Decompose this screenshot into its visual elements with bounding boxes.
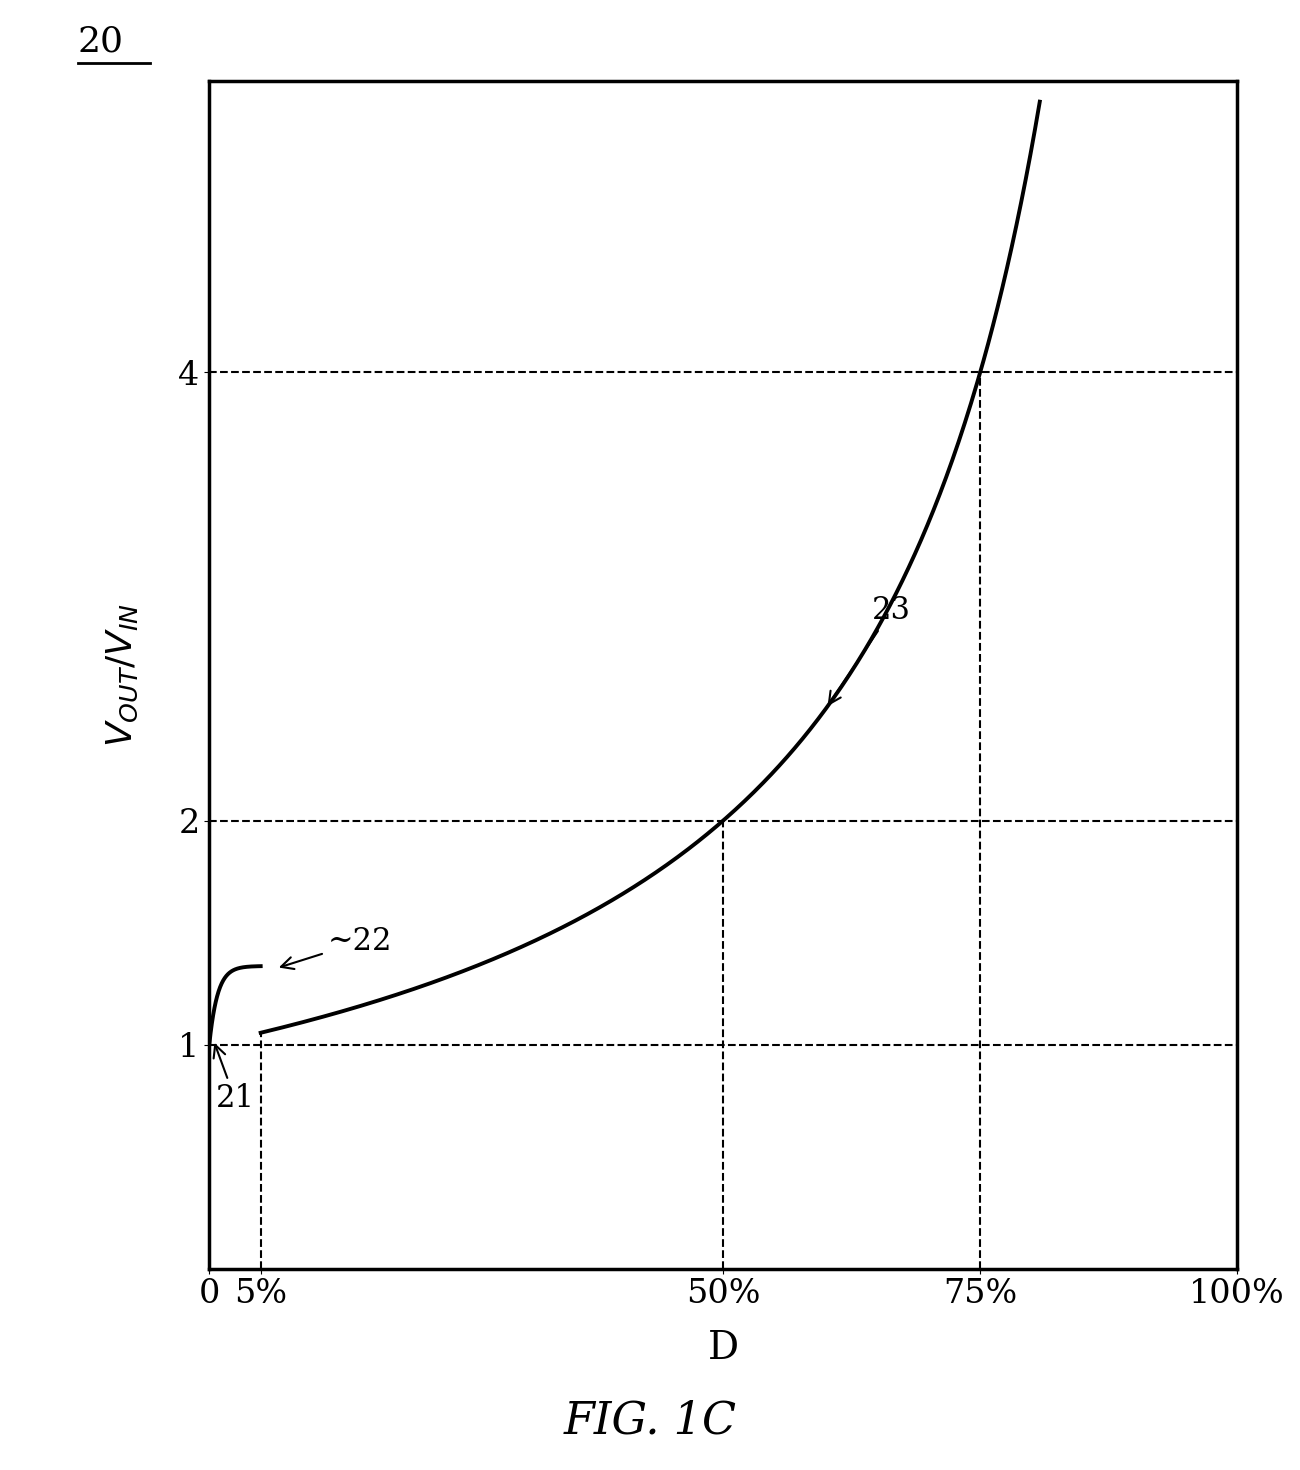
- Text: 23: 23: [829, 595, 911, 704]
- Text: ~22: ~22: [281, 926, 393, 969]
- Text: 21: 21: [213, 1045, 255, 1114]
- Text: 20: 20: [78, 25, 124, 59]
- X-axis label: D: D: [707, 1330, 738, 1367]
- Text: FIG. 1C: FIG. 1C: [563, 1399, 737, 1442]
- Text: $V_{OUT}/V_{IN}$: $V_{OUT}/V_{IN}$: [104, 603, 139, 747]
